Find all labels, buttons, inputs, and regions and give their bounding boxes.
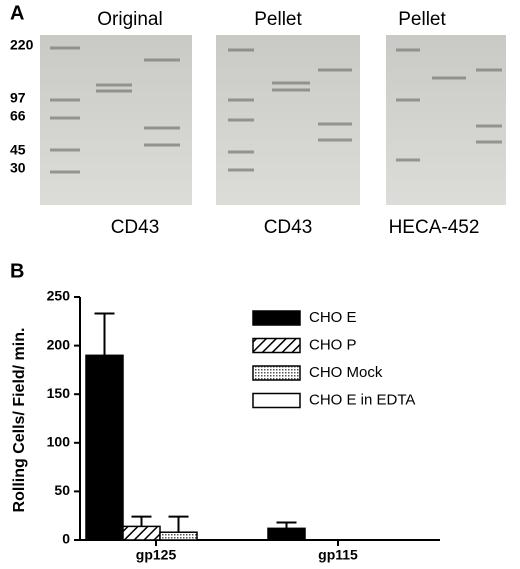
- marker-label: 97: [10, 90, 26, 106]
- legend-swatch: [252, 392, 301, 409]
- panel-label: A: [10, 2, 24, 24]
- legend-label: CHO P: [309, 336, 357, 353]
- legend-swatch: [252, 337, 301, 354]
- error-bar: [276, 521, 297, 529]
- error-bar: [168, 515, 189, 533]
- y-tick-label: 0: [62, 531, 70, 547]
- legend-swatch: [252, 310, 301, 326]
- y-tick-label: 50: [54, 482, 70, 498]
- legend-label: CHO Mock: [309, 364, 383, 381]
- gel-images: [40, 35, 506, 205]
- legend-label: CHO E in EDTA: [309, 391, 415, 408]
- error-bar: [94, 312, 115, 356]
- panel-label: B: [10, 260, 24, 282]
- bar: [267, 527, 306, 541]
- legend-swatch: [252, 365, 301, 381]
- lane-label: HECA-452: [389, 217, 480, 238]
- marker-label: 66: [10, 108, 26, 124]
- x-tick-label: gp125: [136, 547, 177, 563]
- lane-title: Pellet: [398, 9, 446, 30]
- marker-label: 220: [10, 37, 34, 53]
- y-tick-label: 100: [47, 434, 71, 450]
- y-tick-label: 150: [47, 385, 71, 401]
- marker-label: 45: [10, 142, 26, 158]
- error-bar: [131, 515, 152, 527]
- bar: [122, 525, 161, 541]
- bar: [85, 354, 124, 541]
- lane-title: Pellet: [254, 9, 302, 30]
- legend-label: CHO E: [309, 309, 357, 326]
- lane-label: CD43: [264, 217, 313, 238]
- y-tick-label: 250: [47, 288, 71, 304]
- y-tick-label: 200: [47, 336, 71, 352]
- x-tick-label: gp115: [318, 547, 358, 563]
- lane-label: CD43: [111, 217, 160, 238]
- y-axis-label: Rolling Cells/ Field/ min.: [11, 328, 28, 513]
- marker-label: 30: [10, 160, 26, 176]
- lane-title: Original: [97, 9, 162, 30]
- bar: [159, 531, 198, 541]
